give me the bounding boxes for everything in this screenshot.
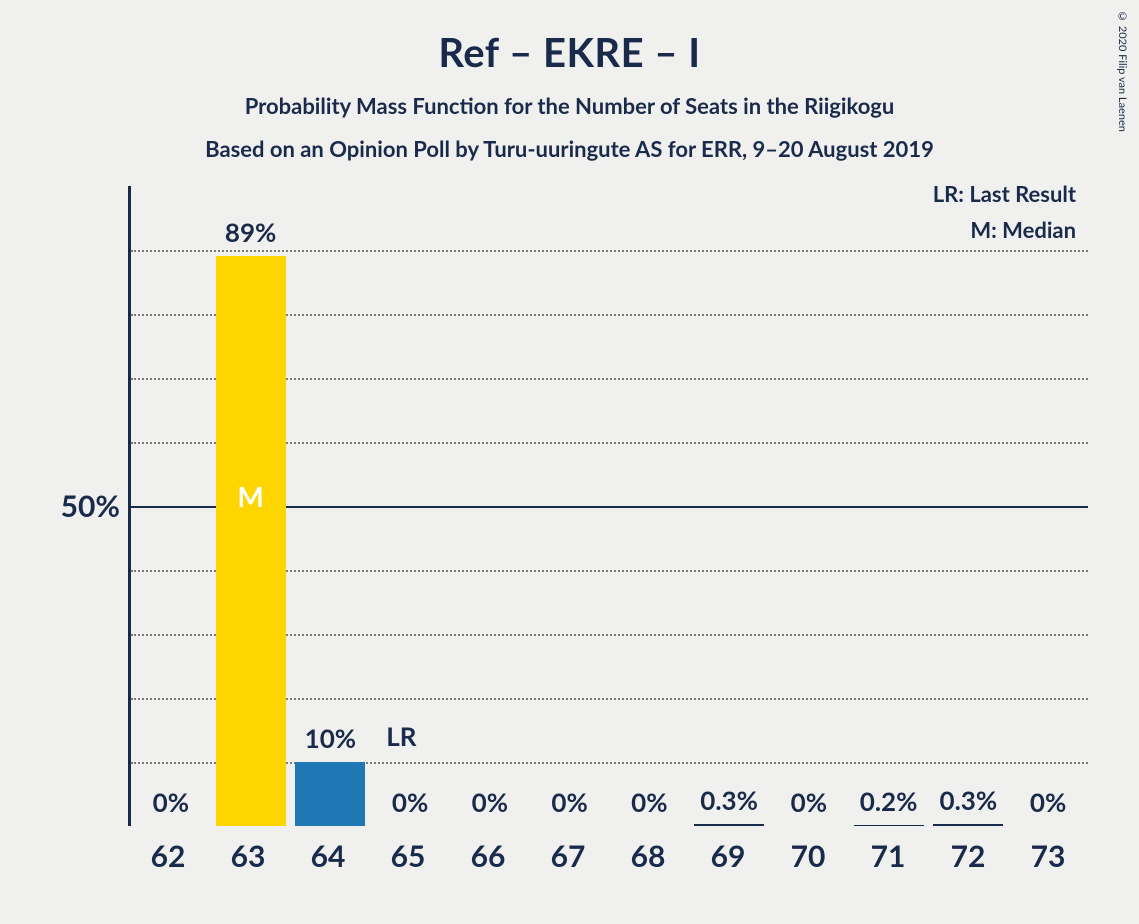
median-marker: M	[211, 479, 291, 513]
bar-value-label: 0%	[450, 786, 530, 818]
x-axis-label: 62	[128, 838, 208, 874]
bar-slot: 0.2%	[849, 186, 929, 826]
x-axis-label: 63	[208, 838, 288, 874]
x-axis-label: 73	[1008, 838, 1088, 874]
bar-value-label: 0.3%	[689, 784, 769, 816]
bar-value-label: 0%	[610, 786, 690, 818]
chart-subtitle: Probability Mass Function for the Number…	[0, 92, 1139, 119]
bar	[694, 824, 764, 826]
bars-container: 0%89%M10%0%LR0%0%0%0.3%0%0.2%0.3%0%	[131, 186, 1088, 826]
x-axis-label: 68	[608, 838, 688, 874]
chart-title: Ref – EKRE – I	[0, 0, 1139, 76]
x-axis-label: 69	[688, 838, 768, 874]
bar-slot: 0% LR	[370, 186, 450, 826]
bar-slot: 0%	[450, 186, 530, 826]
bar-value-label: 0%	[370, 786, 450, 818]
bar-slot: 89% M	[211, 186, 291, 826]
x-axis-label: 66	[448, 838, 528, 874]
x-axis-label: 64	[288, 838, 368, 874]
x-axis-label: 72	[928, 838, 1008, 874]
bar-value-label: 0%	[769, 786, 849, 818]
bar-value-label: 0.3%	[929, 784, 1009, 816]
chart-subtitle-2: Based on an Opinion Poll by Turu-uuringu…	[0, 135, 1139, 162]
plot: LR: Last Result M: Median 0%89%M10%0%LR0…	[128, 186, 1088, 826]
bar-slot: 0%	[610, 186, 690, 826]
legend-m: M: Median	[966, 216, 1080, 243]
bar-value-label: 0%	[530, 786, 610, 818]
bar	[933, 824, 1003, 826]
plot-area: 50% LR: Last Result M: Median 0%89%M10%0…	[40, 186, 1110, 886]
legend-lr: LR: Last Result	[929, 180, 1080, 207]
bar-value-label: 0.2%	[849, 785, 929, 817]
bar-slot: 0%	[131, 186, 211, 826]
bar-slot: 0.3%	[929, 186, 1009, 826]
x-axis-label: 70	[768, 838, 848, 874]
bar-slot: 0%	[530, 186, 610, 826]
bar-value-label: 10%	[291, 722, 371, 754]
y-axis-label: 50%	[40, 488, 120, 524]
bar-value-label: 89%	[211, 216, 291, 248]
bar-value-label: 0%	[131, 786, 211, 818]
bar-slot: 0%	[1008, 186, 1088, 826]
lr-marker: LR	[386, 720, 416, 752]
bar-value-label: 0%	[1008, 786, 1088, 818]
bar	[295, 762, 365, 826]
bar-slot: 10%	[291, 186, 371, 826]
bar-slot: 0.3%	[689, 186, 769, 826]
x-axis-label: 71	[848, 838, 928, 874]
bar	[854, 825, 924, 826]
bar-slot: 0%	[769, 186, 849, 826]
x-axis-label: 65	[368, 838, 448, 874]
copyright-text: © 2020 Filip van Laenen	[1116, 10, 1129, 132]
x-axis-label: 67	[528, 838, 608, 874]
x-axis-labels: 626364656667686970717273	[128, 838, 1088, 874]
bar	[216, 256, 286, 826]
